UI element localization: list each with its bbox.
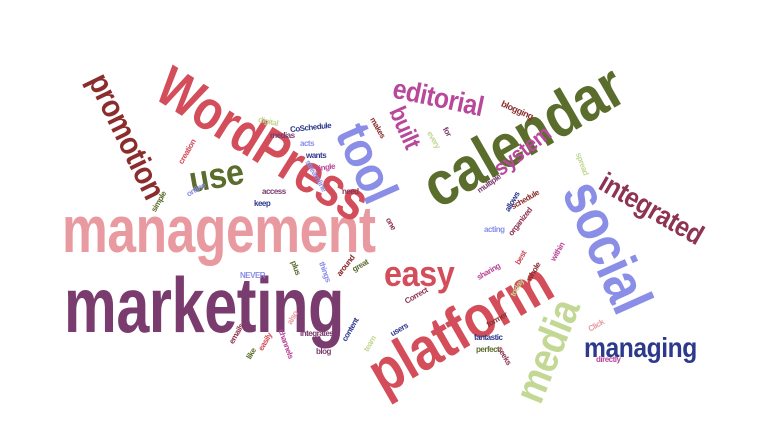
- word-built: built: [383, 102, 426, 154]
- word-fantastic: fantastic: [474, 333, 503, 342]
- word-medias: medias: [270, 131, 295, 140]
- word-directly: directly: [596, 355, 621, 364]
- word-acting: acting: [484, 225, 505, 234]
- word-marketing: marketing: [64, 261, 344, 349]
- word-spread: spread: [573, 151, 591, 177]
- word-wants: wants: [306, 151, 327, 160]
- word-need: need: [342, 187, 359, 196]
- word-never: NEVER: [240, 271, 266, 280]
- word-for: for: [440, 125, 454, 138]
- word-within: within: [548, 240, 567, 263]
- word-perfect: perfect: [476, 345, 500, 354]
- word-every: every: [425, 129, 443, 150]
- word-coschedule: CoSchedule: [289, 120, 332, 135]
- word-seeks: seeks: [495, 344, 514, 367]
- word-keep: keep: [254, 199, 271, 208]
- word-managing: managing: [584, 332, 697, 363]
- word-one: one: [383, 215, 398, 232]
- word-management: management: [62, 192, 376, 266]
- word-access: access: [262, 187, 286, 196]
- word-like: like: [244, 346, 258, 361]
- word-blog: blog: [316, 347, 331, 356]
- word-integrates: Integrates: [300, 329, 334, 338]
- word-easy: easy: [384, 253, 455, 294]
- word-acts: acts: [300, 139, 315, 148]
